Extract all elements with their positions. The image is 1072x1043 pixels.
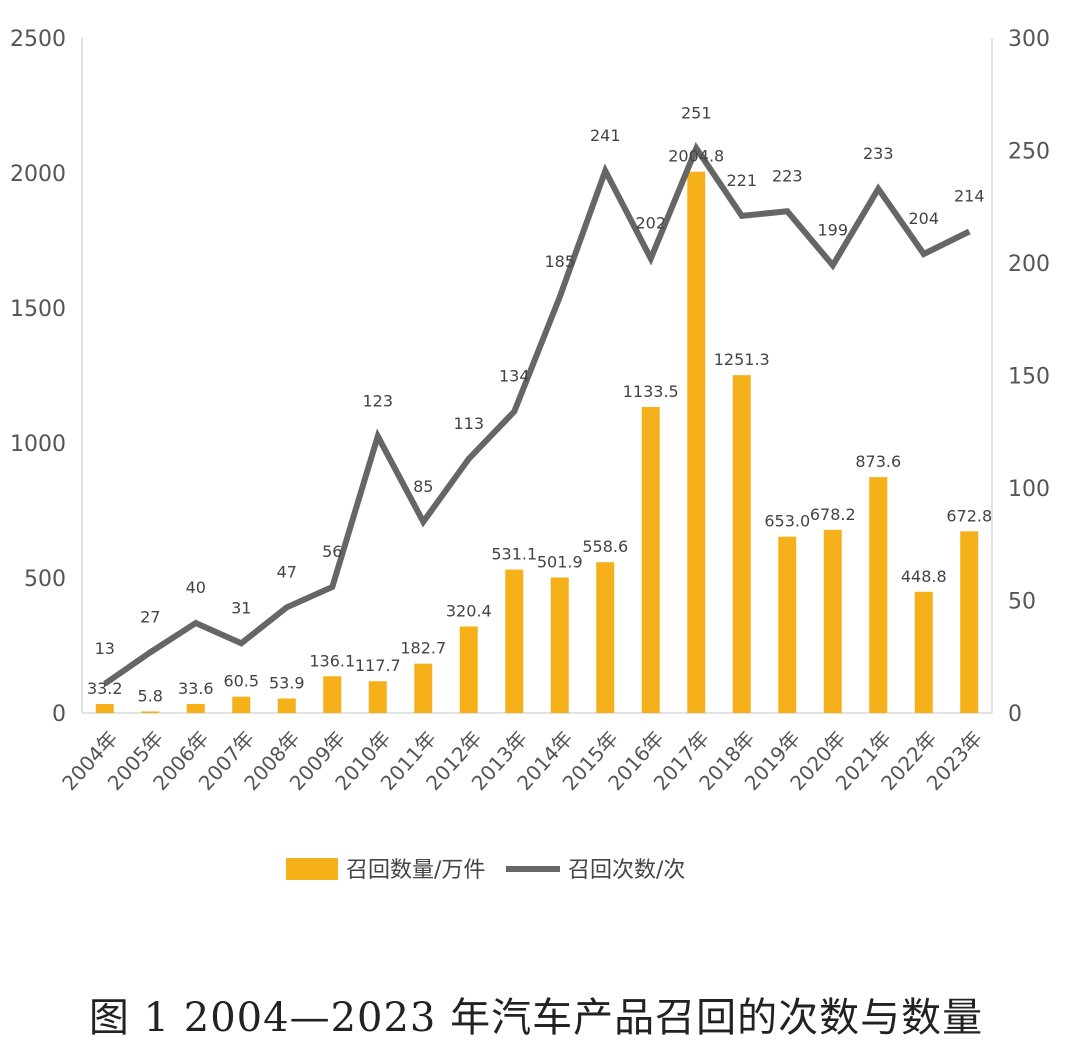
line-data-label: 202 [635,214,666,233]
legend-label: 召回次数/次 [568,858,685,883]
y-left-tick-label: 1000 [10,432,66,457]
line-data-label: 85 [413,477,433,496]
bar [823,529,842,713]
y-right-tick-label: 50 [1008,590,1036,615]
bar [596,562,615,713]
line-data-label: 31 [231,598,251,617]
bar-data-label: 60.5 [223,672,259,691]
bar [914,591,933,713]
line-data-label: 123 [362,391,393,410]
bar-data-label: 873.6 [855,452,901,471]
bar-data-label: 5.8 [138,686,163,705]
bar-data-label: 678.2 [810,505,856,524]
figure-caption: 图 1 2004—2023 年汽车产品召回的次数与数量 [88,995,984,1041]
bar [323,676,342,713]
bar-data-label: 531.1 [491,545,537,564]
bar [186,703,205,713]
bar [869,477,888,713]
y-right-tick-label: 100 [1008,477,1050,502]
y-left-tick-label: 0 [52,702,66,727]
line-data-label: 214 [954,187,985,206]
line-data-label: 13 [95,639,115,658]
bar [141,711,160,713]
bar [232,696,251,713]
line-data-label: 56 [322,542,342,561]
line-data-label: 134 [499,367,530,386]
bar [778,536,797,713]
bar-data-label: 653.0 [764,512,810,531]
line-data-label: 27 [140,607,160,626]
line-data-label: 221 [726,171,757,190]
bar-data-label: 1251.3 [714,350,770,369]
chart: 0 500 1000 1500 2000 2500 0 50 100 150 200 250 300 20… [10,27,1050,883]
bar-data-label: 182.7 [400,639,446,658]
y-right-tick-label: 150 [1008,365,1050,390]
bar-data-label: 2004.8 [668,147,724,166]
bar [687,171,706,714]
line-data-label: 251 [681,103,712,122]
bar-data-label: 558.6 [582,537,628,556]
y-right-tick-label: 200 [1008,252,1050,277]
y-left-tick-label: 2000 [10,162,66,187]
y-left-tick-label: 1500 [10,297,66,322]
bar [277,698,296,713]
line-data-label: 241 [590,126,621,145]
y-right-tick-label: 0 [1008,702,1022,727]
bar [505,569,524,713]
line-series [103,141,971,687]
bar-data-label: 136.1 [309,651,355,670]
line-data-label: 223 [772,166,803,185]
line-data-label: 113 [453,414,484,433]
bar [732,375,751,713]
y-right-tick-label: 300 [1008,27,1050,52]
line-data-label: 233 [863,144,894,163]
y-left-tick-label: 500 [24,567,66,592]
line-data-label: 204 [908,209,939,228]
legend-label: 召回数量/万件 [346,858,485,883]
bar-data-label: 117.7 [355,656,401,675]
bar [368,681,387,713]
bar-series [95,171,979,714]
bar-data-label: 53.9 [269,673,305,692]
bar [459,626,478,713]
bar-data-label: 672.8 [946,506,992,525]
y-right-tick-label: 250 [1008,140,1050,165]
bar [550,577,569,713]
bar-data-label: 501.9 [537,552,583,571]
bar [960,531,979,713]
bar [414,663,433,713]
line-data-label: 47 [277,562,297,581]
y-left-tick-label: 2500 [10,27,66,52]
line-data-label: 185 [544,252,575,271]
series-line [103,141,971,687]
bar-data-label: 33.6 [178,679,214,698]
line-data-label: 40 [186,578,206,597]
bar-data-label: 320.4 [446,601,492,620]
bar-data-label: 33.2 [87,679,123,698]
bar [641,406,660,713]
axes: 0 500 1000 1500 2000 2500 0 50 100 150 200 250 300 20… [10,27,1050,795]
legend-swatch-bar [286,858,338,880]
bar-data-label: 448.8 [901,567,947,586]
bar [95,704,114,713]
line-data-label: 199 [817,220,848,239]
legend: 召回数量/万件 召回次数/次 [286,858,685,883]
bar-data-label: 1133.5 [623,382,679,401]
